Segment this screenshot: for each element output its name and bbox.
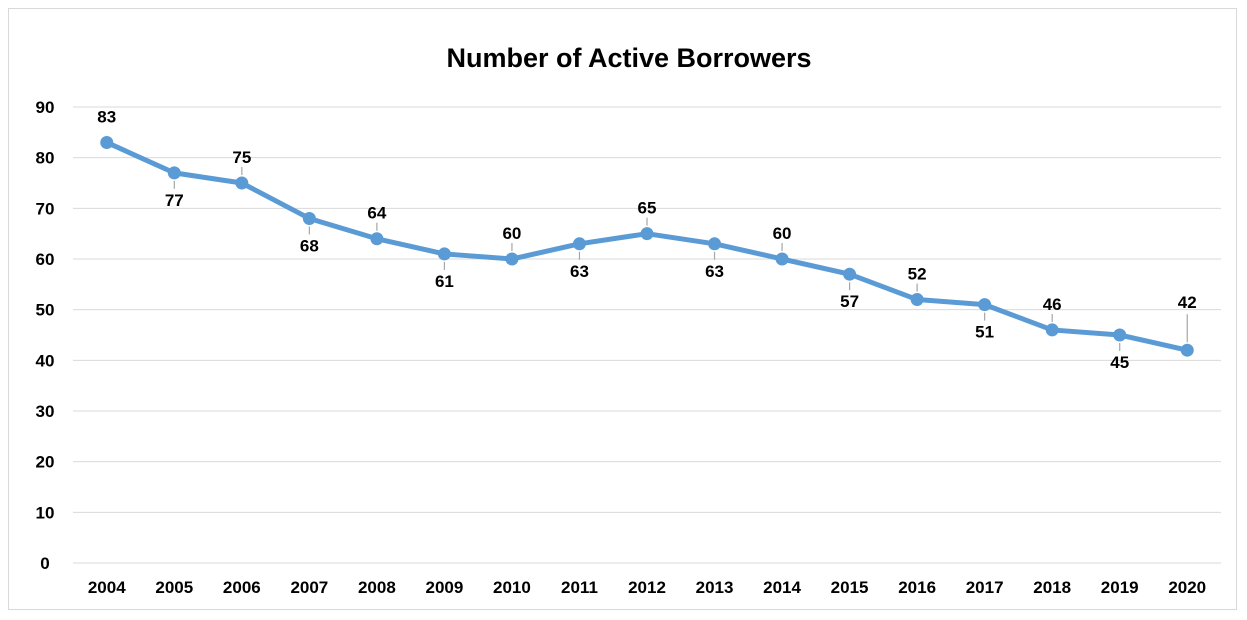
x-tick-label: 2020 — [1168, 578, 1206, 597]
data-label-2009: 61 — [435, 272, 454, 291]
data-label-2012: 65 — [638, 199, 657, 218]
y-tick-label: 40 — [36, 351, 55, 370]
x-tick-label: 2015 — [831, 578, 869, 597]
x-tick-label: 2005 — [155, 578, 193, 597]
data-label-2005: 77 — [165, 191, 184, 210]
y-tick-label: 50 — [36, 301, 55, 320]
data-label-2007: 68 — [300, 236, 319, 255]
data-point-2015 — [843, 267, 857, 281]
data-label-2010: 60 — [502, 224, 521, 243]
data-point-2006 — [235, 176, 249, 190]
chart-title: Number of Active Borrowers — [446, 43, 811, 73]
series-active-borrowers — [100, 135, 1194, 357]
x-tick-label: 2016 — [898, 578, 936, 597]
data-point-2017 — [978, 298, 992, 312]
data-label-2018: 46 — [1043, 295, 1062, 314]
x-tick-label: 2018 — [1033, 578, 1071, 597]
y-tick-label: 70 — [36, 199, 55, 218]
data-label-2008: 64 — [367, 204, 386, 223]
data-label-2016: 52 — [908, 265, 927, 284]
data-point-2005 — [167, 166, 181, 180]
y-tick-label: 60 — [36, 250, 55, 269]
x-axis-ticks: 2004 2005 2006 2007 2008 2009 2010 2011 2012 2013… — [88, 578, 1206, 597]
data-label-2011: 63 — [570, 262, 589, 281]
chart-frame: Number of Active Borrowers 0 10 20 30 40 50 60… — [8, 8, 1237, 610]
data-point-2011 — [572, 237, 586, 251]
x-tick-label: 2006 — [223, 578, 261, 597]
data-point-2013 — [708, 237, 722, 251]
data-label-2006: 75 — [232, 148, 251, 167]
y-tick-label: 10 — [36, 503, 55, 522]
data-label-2015: 57 — [840, 292, 859, 311]
x-tick-label: 2008 — [358, 578, 396, 597]
x-tick-label: 2011 — [561, 578, 598, 597]
data-label-2017: 51 — [975, 323, 994, 342]
y-tick-label: 30 — [36, 402, 55, 421]
x-tick-label: 2014 — [763, 578, 801, 597]
data-point-2010 — [505, 252, 519, 266]
data-label-2004: 83 — [97, 107, 116, 126]
y-tick-label: 90 — [36, 98, 55, 117]
y-tick-label: 80 — [36, 149, 55, 168]
data-point-2004 — [100, 135, 114, 149]
data-point-2012 — [640, 227, 654, 241]
x-tick-label: 2009 — [425, 578, 463, 597]
x-tick-label: 2004 — [88, 578, 126, 597]
x-tick-label: 2007 — [290, 578, 328, 597]
gridlines — [73, 106, 1221, 564]
data-point-2007 — [302, 211, 316, 225]
x-tick-label: 2017 — [966, 578, 1004, 597]
x-tick-label: 2012 — [628, 578, 666, 597]
data-label-2019: 45 — [1110, 353, 1129, 372]
data-point-2020 — [1180, 343, 1194, 357]
data-label-2013: 63 — [705, 262, 724, 281]
series-line — [104, 139, 1190, 353]
data-label-2014: 60 — [773, 224, 792, 243]
data-labels: 83 77 75 68 64 61 60 63 65 63 60 57 52 51 46 45 42 — [97, 107, 1196, 372]
x-tick-label: 2010 — [493, 578, 531, 597]
data-label-2020: 42 — [1178, 293, 1197, 312]
data-point-2014 — [775, 252, 789, 266]
data-point-2019 — [1113, 328, 1127, 342]
y-axis-ticks: 0 10 20 30 40 50 60 70 80 90 — [36, 98, 55, 573]
x-tick-label: 2019 — [1101, 578, 1139, 597]
line-chart: Number of Active Borrowers 0 10 20 30 40 50 60… — [36, 43, 1221, 597]
data-point-2016 — [910, 293, 924, 307]
x-tick-label: 2013 — [696, 578, 734, 597]
y-tick-label: 20 — [36, 453, 55, 472]
y-tick-label: 0 — [40, 554, 49, 573]
data-point-2018 — [1045, 323, 1059, 337]
data-point-2009 — [437, 247, 451, 261]
data-point-2008 — [370, 232, 384, 246]
